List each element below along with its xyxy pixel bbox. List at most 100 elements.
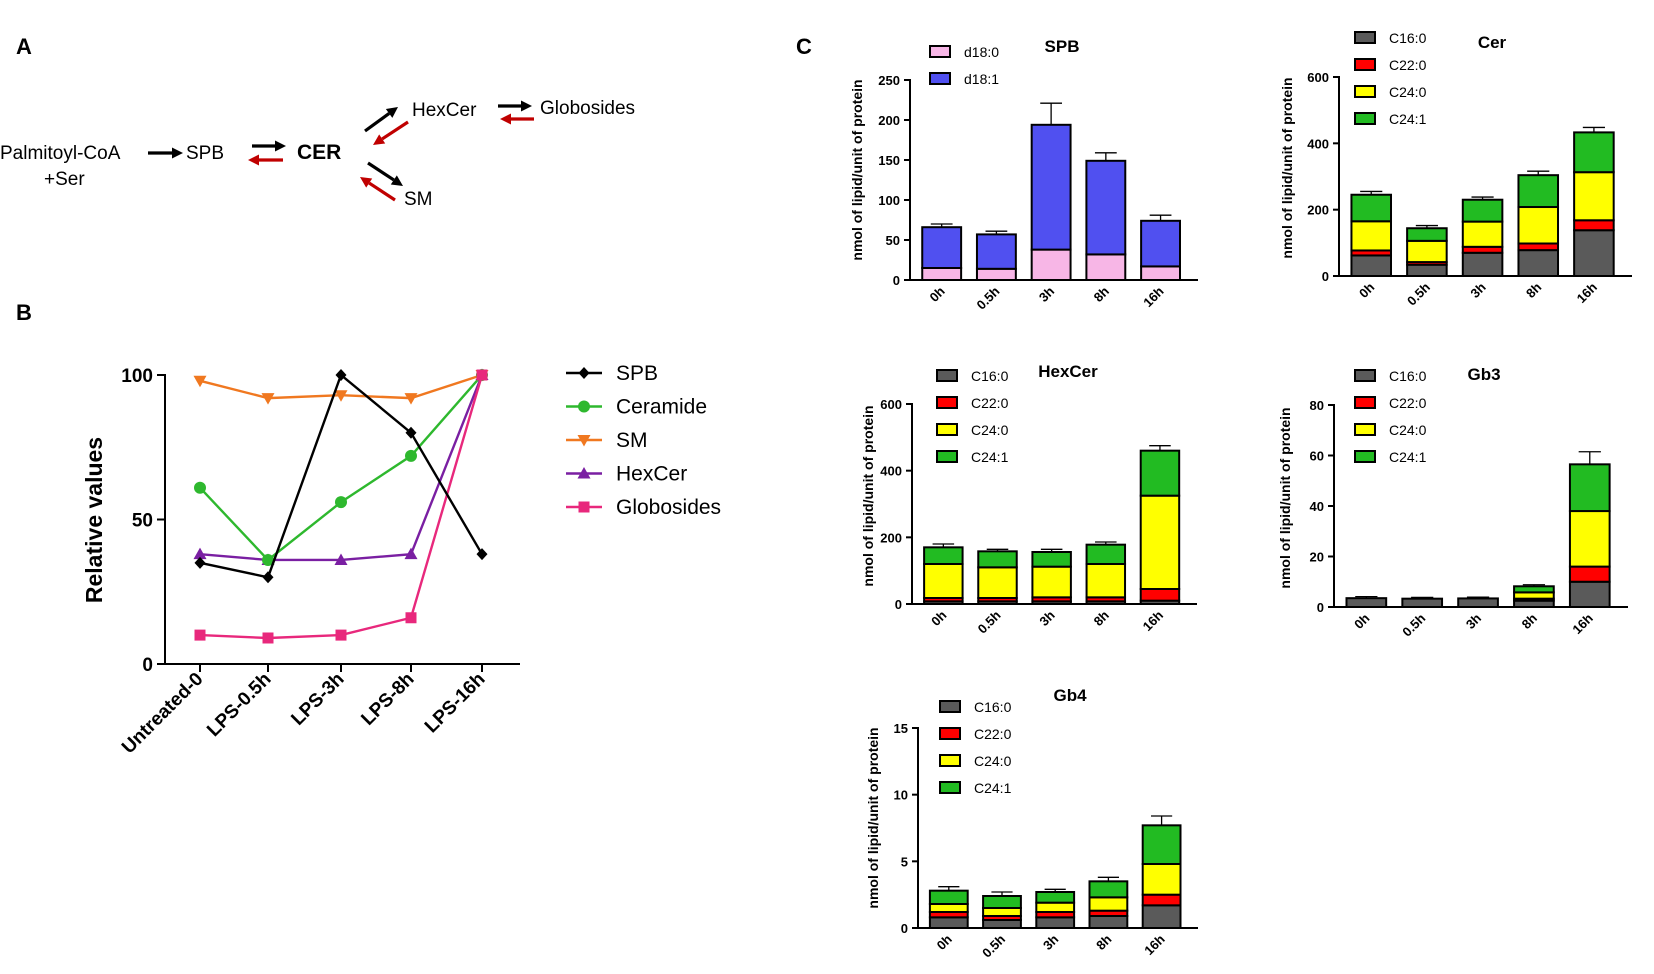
- bar-segment-c24-0: [1350, 220, 1393, 252]
- legend-label: C22:0: [974, 726, 1012, 742]
- bar-segment-c24-1: [977, 550, 1018, 569]
- bar-group-16h: [1140, 214, 1181, 281]
- legend-label: C24:0: [1389, 84, 1427, 100]
- bar-segment-c16-0: [1457, 597, 1499, 608]
- x-tick-label: LPS-8h: [357, 669, 418, 730]
- bar-segment-c24-0: [1088, 896, 1129, 912]
- bar-segment-d18-1: [1085, 159, 1127, 256]
- arrow-cer-to-hexcer: [364, 107, 398, 133]
- arrow-hexcer-to-cer: [373, 120, 409, 145]
- data-point-globosides: [335, 629, 347, 641]
- bar-segment-c24-1: [1139, 449, 1181, 497]
- data-point-spb: [405, 426, 417, 439]
- bar-segment-c16-0: [1568, 580, 1611, 608]
- x-tick-label: 0.5h: [1404, 279, 1433, 308]
- data-point-hexcer: [404, 547, 418, 560]
- x-tick-label: 0.5h: [974, 283, 1003, 312]
- x-tick-label: 3h: [1463, 610, 1484, 631]
- legend-swatch: [936, 450, 958, 463]
- y-tick-label: 50: [132, 511, 153, 532]
- arrow-cer-to-hexcer-head: [385, 107, 398, 118]
- y-tick-label: 0: [142, 655, 153, 676]
- y-axis-title: nmol of lipid/unit of protein: [865, 727, 881, 908]
- arrow-spb-to-cer-head: [275, 140, 286, 152]
- bar-segment-c16-0: [1035, 916, 1076, 929]
- y-tick-label: 5: [901, 854, 908, 869]
- bar-segment-c24-0: [1139, 494, 1181, 590]
- pathway-substrate: Palmitoyl-CoA: [0, 143, 121, 164]
- data-point-ceramide: [335, 496, 347, 509]
- bar-segment-c22-0: [1139, 588, 1181, 602]
- bar-segment-c24-0: [928, 903, 969, 913]
- bar-group-8h: [1513, 584, 1555, 608]
- arrow-hexcer-to-globosides-head: [521, 100, 532, 112]
- bar-group-8h: [1085, 152, 1127, 281]
- legend-label: SPB: [616, 362, 658, 385]
- x-tick-label: 16h: [1140, 283, 1166, 309]
- legend-label: C16:0: [1389, 368, 1427, 384]
- bar-chart-gb3: 0 20 40 60 80 nmol of lipid/unit of protein Gb…: [1277, 365, 1628, 640]
- legend-label: C16:0: [971, 368, 1009, 384]
- x-tick-label: Untreated-0: [118, 669, 208, 759]
- chart-title: Gb4: [1053, 686, 1087, 705]
- arrow-cer-to-sm: [367, 161, 403, 186]
- legend-item-c16-0: C16:0: [1354, 30, 1427, 46]
- bar-group-0-5h: [982, 891, 1022, 929]
- bar-segment-c24-0: [1035, 901, 1076, 914]
- legend-item-ceramide: Ceramide: [566, 396, 707, 419]
- x-tick-label: 16h: [1141, 931, 1167, 957]
- legend-swatch: [1354, 369, 1376, 382]
- legend-swatch: [1354, 58, 1376, 71]
- x-tick-label: 3h: [1036, 283, 1057, 304]
- y-tick-label: 400: [1307, 136, 1329, 151]
- y-tick-label: 20: [1310, 550, 1324, 565]
- x-tick-label: LPS-3h: [287, 669, 348, 730]
- data-point-ceramide: [405, 449, 417, 462]
- x-tick-label: 0h: [1356, 279, 1377, 300]
- legend-label: C24:0: [1389, 422, 1427, 438]
- legend-label: C24:0: [974, 753, 1012, 769]
- legend-item-c24-1: C24:1: [936, 449, 1009, 465]
- series-globosides: [194, 369, 488, 644]
- y-tick-label: 250: [878, 73, 900, 88]
- data-point-sm: [404, 393, 418, 405]
- bar-segment-c24-1: [1568, 463, 1611, 513]
- y-tick-label: 60: [1310, 449, 1324, 464]
- bar-segment-c24-0: [1406, 239, 1448, 264]
- arrow-sm-to-cer: [360, 177, 396, 202]
- bar-group-8h: [1517, 170, 1560, 278]
- y-tick-label: 50: [886, 233, 900, 248]
- bar-segment-c24-1: [1350, 193, 1393, 223]
- pathway-diagram: Palmitoyl-CoA +Ser SPB CER HexCer Globos…: [0, 98, 635, 210]
- arrow-hexcer-to-globosides: [498, 100, 532, 112]
- legend-item-c24-0: C24:0: [1354, 84, 1427, 100]
- legend-item-c24-1: C24:1: [1354, 111, 1427, 127]
- legend-item-c24-1: C24:1: [939, 780, 1012, 796]
- bar-group-3h: [1035, 888, 1076, 929]
- bar-segment-c24-1: [982, 895, 1022, 909]
- data-point-ceramide: [262, 553, 274, 566]
- y-tick-label: 10: [894, 788, 908, 803]
- legend-item-c24-1: C24:1: [1354, 449, 1427, 465]
- legend-swatch: [1354, 31, 1376, 44]
- data-point-spb: [335, 369, 347, 381]
- x-tick-label: 8h: [1091, 283, 1112, 304]
- chart-title: Gb3: [1467, 365, 1500, 384]
- legend-swatch: [936, 369, 958, 382]
- bar-segment-c16-0: [1401, 597, 1444, 608]
- legend-item-c22-0: C22:0: [939, 726, 1012, 742]
- legend-item-c24-0: C24:0: [936, 422, 1009, 438]
- bar-segment-d18-0: [921, 267, 963, 281]
- bar-group-3h: [1461, 196, 1504, 278]
- legend-label: HexCer: [616, 463, 687, 486]
- arrow-sm-to-cer-shaft: [368, 181, 396, 202]
- legend-label: C24:1: [1389, 111, 1427, 127]
- bar-segment-c24-0: [1517, 206, 1560, 245]
- bar-segment-c24-0: [977, 566, 1018, 599]
- legend-label: C24:1: [974, 780, 1012, 796]
- y-tick-label: 150: [878, 153, 900, 168]
- bar-segment-d18-1: [975, 233, 1017, 270]
- bar-group-0h: [1350, 190, 1393, 277]
- y-tick-label: 0: [901, 921, 908, 936]
- panel-a-letter: A: [16, 34, 32, 59]
